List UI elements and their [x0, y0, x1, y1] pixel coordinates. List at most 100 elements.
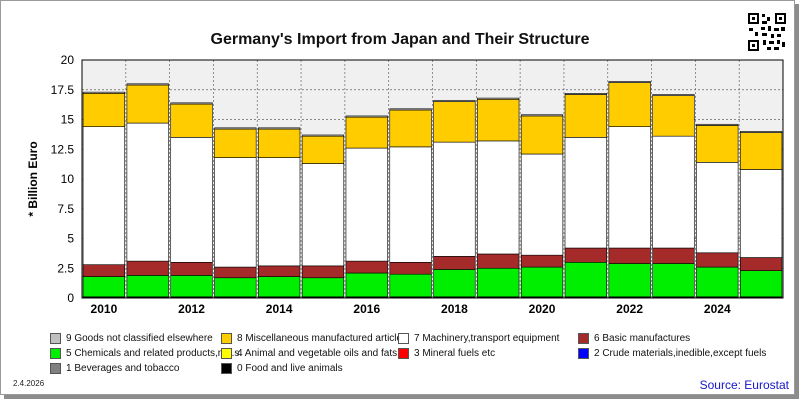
bar-segment [258, 128, 301, 158]
bar-segment [696, 123, 739, 126]
bar-segment [608, 81, 651, 83]
legend-item: 0 Food and live animals [221, 363, 343, 374]
bar-segment [696, 162, 739, 254]
bar-segment [433, 256, 476, 270]
bar-segment [520, 153, 564, 256]
x-tick-label: 2016 [353, 302, 380, 316]
legend-item: 6 Basic manufactures [578, 333, 690, 344]
bar-segment [170, 275, 213, 298]
y-tick-label: 7.5 [57, 202, 74, 216]
source-link[interactable]: Source: Eurostat [699, 378, 789, 392]
bar-segment [739, 131, 783, 133]
legend-item: 5 Chemicals and related products,n.e.s. [50, 348, 242, 359]
legend-item: 8 Miscellaneous manufactured articles [221, 333, 407, 344]
bar-segment [170, 261, 213, 276]
bar-segment [520, 114, 564, 117]
legend-swatch [221, 348, 232, 359]
bar-segment [652, 95, 695, 137]
legend-swatch [221, 363, 232, 374]
bar-segment [214, 266, 257, 279]
bar-segment [82, 276, 126, 298]
bar-segment [433, 101, 476, 143]
x-tick-label: 2020 [529, 302, 556, 316]
bar-segment [433, 100, 476, 102]
legend-label: 7 Machinery,transport equipment [414, 333, 560, 344]
x-tick-label: 2018 [441, 302, 468, 316]
legend-swatch [578, 348, 589, 359]
y-tick-label: 0 [67, 291, 74, 305]
legend-label: 8 Miscellaneous manufactured articles [237, 333, 408, 344]
legend-label: 4 Animal and vegetable oils and fats [237, 348, 398, 359]
legend-swatch [50, 363, 61, 374]
bar-segment [652, 94, 695, 97]
bar-segment [126, 84, 169, 124]
bar-segment [520, 266, 564, 298]
legend-label: 2 Crude materials,inedible,except fuels [594, 348, 767, 359]
bar-segment [301, 135, 345, 164]
bar-segment [170, 102, 213, 105]
bar-segment [301, 265, 345, 279]
y-axis-label: * Billion Euro [26, 141, 40, 216]
bar-segment [696, 252, 739, 268]
bar-segment [477, 98, 520, 142]
bar-segment [82, 93, 126, 127]
bar-segment [126, 122, 169, 262]
bar-segment [214, 277, 257, 298]
legend-swatch [398, 348, 409, 359]
bar-segment [477, 267, 520, 298]
legend-label: 6 Basic manufactures [594, 333, 691, 344]
bar-segment [389, 108, 432, 111]
bar-segment [564, 261, 607, 298]
legend-swatch [398, 333, 409, 344]
bar-segment [345, 272, 388, 298]
bar-segment [477, 97, 520, 100]
bar-segment [301, 277, 345, 298]
bar-segment [739, 169, 783, 258]
bar-segment [564, 94, 607, 138]
bar-segment [652, 263, 695, 298]
legend-item: 1 Beverages and tobacco [50, 363, 179, 374]
bar-segment [564, 137, 607, 249]
legend-item: 7 Machinery,transport equipment [398, 333, 559, 344]
bar-segment [477, 140, 520, 255]
date-stamp: 2.4.2026 [13, 379, 45, 388]
y-tick-label: 20 [61, 53, 75, 67]
bar-segment [739, 132, 783, 170]
bar-segment [345, 116, 388, 149]
y-tick-label: 2.5 [57, 261, 74, 275]
bar-segment [82, 264, 126, 277]
qr-code-icon [747, 12, 787, 52]
legend-item: 9 Goods not classified elsewhere [50, 333, 213, 344]
y-tick-label: 10 [61, 172, 75, 186]
bar-segment [608, 126, 651, 249]
bar-segment [652, 247, 695, 264]
bar-segment [608, 263, 651, 298]
bar-segment [170, 103, 213, 138]
bar-segment [258, 276, 301, 298]
bar-segment [608, 247, 651, 264]
bar-segment [520, 254, 564, 268]
bar-segment [170, 137, 213, 263]
bar-segment [345, 115, 388, 118]
bar-segment [126, 83, 169, 86]
bar-segment [126, 260, 169, 276]
bar-segment [258, 127, 301, 130]
bar-segment [214, 128, 257, 158]
bar-segment [345, 260, 388, 274]
bar-segment [433, 141, 476, 257]
bar-segment [389, 146, 432, 263]
legend-label: 5 Chemicals and related products,n.e.s. [66, 348, 243, 359]
legend-swatch [50, 348, 61, 359]
legend-label: 3 Mineral fuels etc [414, 348, 496, 359]
legend-item: 3 Mineral fuels etc [398, 348, 495, 359]
x-tick-label: 2012 [178, 302, 205, 316]
y-tick-label: 5 [67, 232, 74, 246]
bar-segment [214, 157, 257, 268]
x-tick-label: 2022 [616, 302, 643, 316]
bar-segment [520, 115, 564, 155]
bar-segment [345, 147, 388, 262]
bar-segment [82, 91, 126, 94]
legend-swatch [578, 333, 589, 344]
bar-segment [301, 163, 345, 267]
